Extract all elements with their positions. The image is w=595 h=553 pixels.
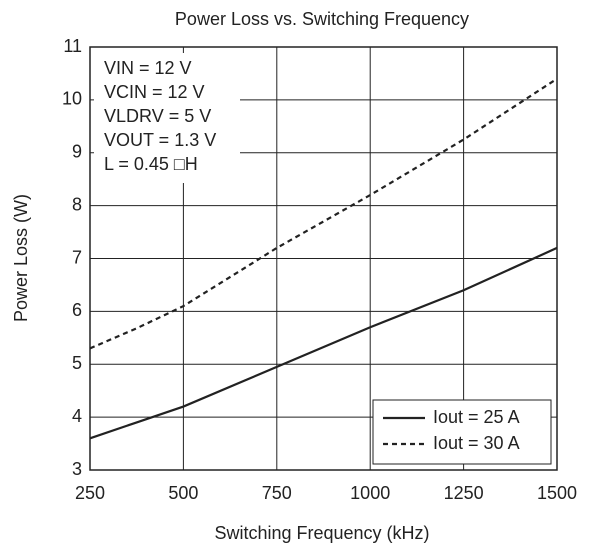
x-tick-label: 1000 bbox=[350, 483, 390, 503]
y-tick-label: 3 bbox=[72, 459, 82, 479]
annotation: L = 0.45 □H bbox=[104, 154, 198, 174]
y-tick-label: 6 bbox=[72, 300, 82, 320]
y-tick-label: 9 bbox=[72, 142, 82, 162]
y-tick-label: 5 bbox=[72, 353, 82, 373]
x-tick-label: 250 bbox=[75, 483, 105, 503]
y-tick-label: 7 bbox=[72, 247, 82, 267]
annotation: VCIN = 12 V bbox=[104, 82, 205, 102]
y-tick-label: 11 bbox=[63, 36, 82, 56]
series-line bbox=[89, 246, 558, 440]
x-tick-label: 1500 bbox=[537, 483, 577, 503]
annotation: VIN = 12 V bbox=[104, 58, 192, 78]
chart-title: Power Loss vs. Switching Frequency bbox=[175, 9, 469, 29]
legend-box bbox=[372, 399, 552, 465]
x-tick-label: 1250 bbox=[444, 483, 484, 503]
y-axis-label: Power Loss (W) bbox=[11, 194, 31, 322]
annotation: VOUT = 1.3 V bbox=[104, 130, 216, 150]
y-tick-label: 10 bbox=[62, 89, 82, 109]
annotation-bg bbox=[94, 53, 240, 183]
annotation: VLDRV = 5 V bbox=[104, 106, 211, 126]
x-tick-label: 750 bbox=[262, 483, 292, 503]
y-tick-label: 4 bbox=[72, 406, 82, 426]
legend-label: Iout = 25 A bbox=[433, 407, 520, 427]
x-axis-label: Switching Frequency (kHz) bbox=[214, 523, 429, 543]
plot-frame bbox=[89, 46, 558, 471]
legend-label: Iout = 30 A bbox=[433, 433, 520, 453]
x-tick-label: 500 bbox=[168, 483, 198, 503]
y-tick-label: 8 bbox=[72, 194, 82, 214]
